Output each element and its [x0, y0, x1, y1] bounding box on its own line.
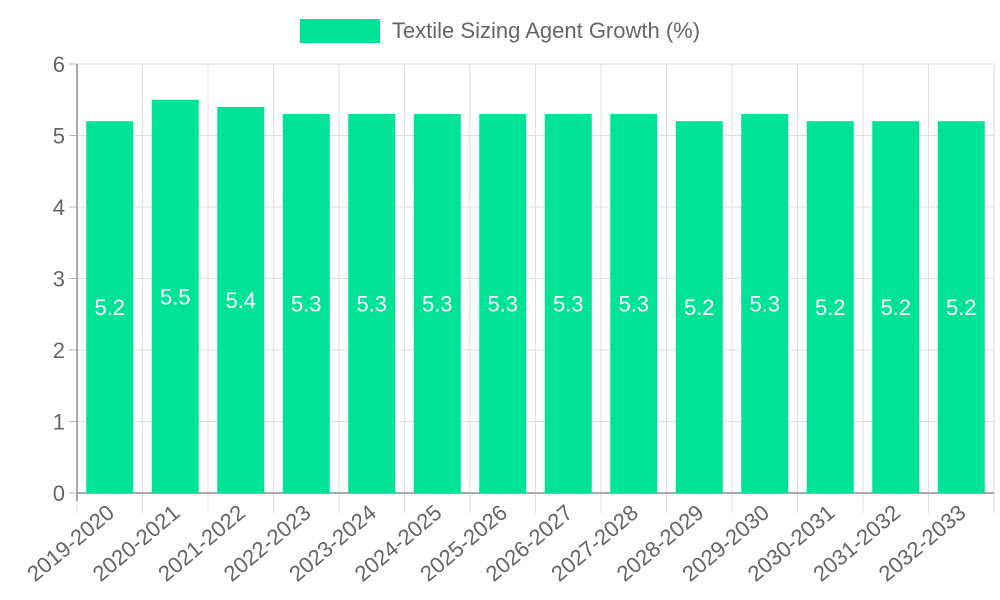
bar[interactable]	[806, 121, 854, 493]
bar[interactable]	[544, 114, 592, 494]
y-tick-label: 6	[53, 52, 65, 77]
bar-value-label: 5.3	[291, 292, 322, 317]
y-tick-label: 1	[53, 410, 65, 435]
bar-value-label: 5.3	[356, 292, 387, 317]
bar[interactable]	[151, 99, 199, 493]
bar-value-label: 5.2	[684, 295, 715, 320]
bar[interactable]	[479, 114, 527, 494]
bar-value-label: 5.3	[553, 292, 584, 317]
bar-value-label: 5.3	[749, 292, 780, 317]
bar[interactable]	[86, 121, 134, 493]
bar[interactable]	[348, 114, 396, 494]
y-tick-label: 4	[53, 195, 65, 220]
legend-label: Textile Sizing Agent Growth (%)	[391, 18, 701, 43]
bar[interactable]	[741, 114, 789, 494]
y-tick-label: 2	[53, 338, 65, 363]
bar-value-label: 5.2	[946, 295, 977, 320]
bar[interactable]	[937, 121, 985, 493]
legend-swatch[interactable]	[299, 19, 380, 43]
chart-legend: Textile Sizing Agent Growth (%)	[0, 18, 1000, 44]
bar[interactable]	[282, 114, 330, 494]
bar-value-label: 5.3	[618, 292, 649, 317]
y-tick-label: 3	[53, 267, 65, 292]
bar[interactable]	[872, 121, 920, 493]
bar[interactable]	[675, 121, 723, 493]
y-tick-label: 0	[53, 481, 65, 506]
bar-value-label: 5.3	[422, 292, 453, 317]
bar[interactable]	[610, 114, 658, 494]
y-tick-label: 5	[53, 124, 65, 149]
bar-value-label: 5.2	[880, 295, 911, 320]
bar-value-label: 5.2	[94, 295, 125, 320]
bar-value-label: 5.5	[160, 284, 191, 309]
bar-value-label: 5.2	[815, 295, 846, 320]
bar[interactable]	[217, 106, 265, 494]
bar-value-label: 5.3	[487, 292, 518, 317]
bar[interactable]	[413, 114, 461, 494]
bar-value-label: 5.4	[225, 288, 256, 313]
